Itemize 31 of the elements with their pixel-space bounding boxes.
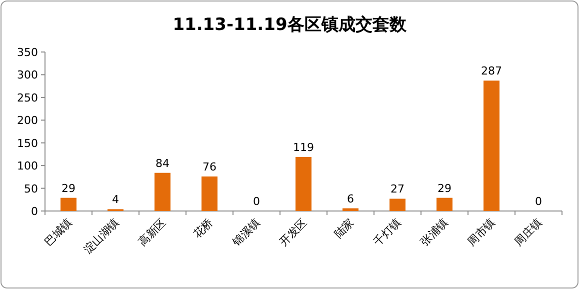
y-tick-label: 100: [17, 160, 38, 173]
y-tick-label: 0: [31, 205, 38, 218]
y-tick-label: 250: [17, 91, 38, 104]
data-label: 84: [156, 156, 170, 170]
data-label: 76: [202, 160, 216, 174]
y-tick-label: 200: [17, 114, 38, 128]
x-tick-label: 淀山湖镇: [81, 216, 122, 256]
y-tick-label: 300: [17, 68, 38, 82]
x-tick-label: 周市镇: [465, 216, 498, 248]
x-tick-label: 锦溪镇: [229, 216, 263, 250]
data-label: 287: [481, 64, 502, 78]
data-label: 4: [112, 193, 119, 206]
data-label: 6: [347, 192, 354, 206]
x-tick-label: 周庄镇: [512, 216, 545, 248]
data-label: 119: [293, 140, 314, 154]
y-tick-label: 350: [17, 46, 38, 59]
x-tick-label: 开发区: [277, 216, 310, 248]
data-label: 0: [535, 195, 542, 208]
x-tick-label: 陆家: [332, 216, 357, 241]
data-label: 29: [62, 182, 76, 195]
x-tick-label: 巴城镇: [42, 216, 75, 248]
y-tick-label: 50: [24, 182, 38, 196]
x-tick-label: 花桥: [190, 216, 216, 241]
x-tick-label: 千灯镇: [371, 216, 404, 248]
x-tick-label: 高新区: [136, 216, 169, 248]
x-tick-label: 张浦镇: [418, 216, 451, 248]
data-label: 0: [253, 195, 260, 208]
data-label: 29: [438, 182, 452, 195]
data-label: 27: [390, 182, 404, 196]
chart-title: 11.13-11.19各区镇成交套数: [172, 15, 408, 35]
y-tick-label: 150: [17, 136, 38, 150]
